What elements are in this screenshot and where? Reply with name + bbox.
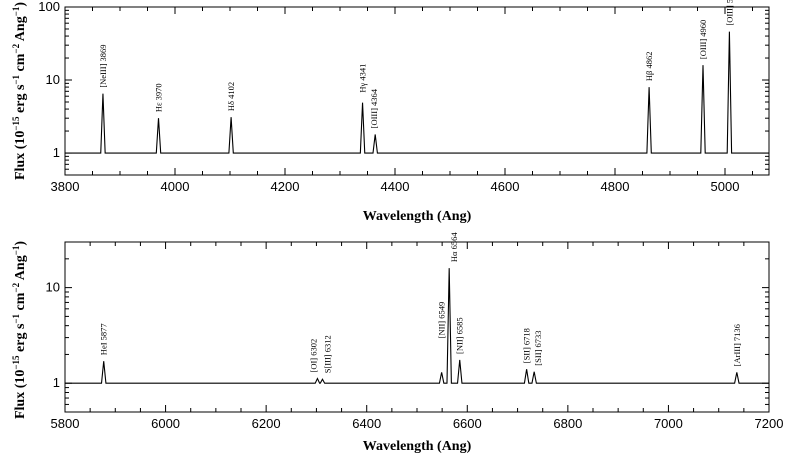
top-y-axis-title: Flux (10−15 erg s−1 cm−2 Ang−1) — [11, 2, 28, 180]
emission-line-label: [OI] 6302 — [308, 339, 318, 373]
emission-line-label: HeI 5877 — [99, 323, 109, 355]
emission-line-label: Hα 6564 — [449, 232, 459, 262]
bottom-axis-ticks: 5800 6000 6200 6400 6600 6800 7000 7200 1 10 — [46, 241, 784, 431]
x-tick-label: 4200 — [271, 179, 300, 194]
x-tick-label: 7000 — [654, 416, 683, 431]
top-spectrum-panel: 3800 4000 4200 4400 4600 4800 5000 1 10 100 [NeII… — [11, 0, 770, 224]
emission-line-label: [NeIII] 3869 — [98, 44, 108, 87]
bottom-spectrum — [65, 268, 769, 384]
emission-line-label: [SII] 6718 — [522, 328, 532, 363]
x-tick-label: 5800 — [51, 416, 80, 431]
emission-line-label: Hγ 4341 — [358, 64, 368, 93]
top-axis-ticks: 3800 4000 4200 4400 4600 4800 5000 1 10 100 — [38, 0, 769, 194]
bottom-line-labels: HeI 5877 [OI] 6302 S[III] 6312 [NII] 6549 Hα… — [99, 232, 742, 374]
x-tick-label: 6000 — [151, 416, 180, 431]
x-tick-label: 4000 — [161, 179, 190, 194]
spectrum-trace — [65, 268, 769, 384]
x-tick-label: 7200 — [755, 416, 784, 431]
y-tick-label: 1 — [53, 145, 60, 160]
y-tick-label: 10 — [46, 280, 60, 295]
y-tick-label: 10 — [46, 72, 60, 87]
spectrum-trace — [65, 31, 769, 154]
emission-line-label: Hβ 4862 — [644, 51, 654, 81]
x-tick-label: 6200 — [252, 416, 281, 431]
emission-line-label: [OIII] 5008 — [724, 0, 734, 26]
bottom-x-axis-title: Wavelength (Ang) — [363, 439, 472, 454]
emission-line-label: [NII] 6585 — [455, 317, 465, 354]
emission-line-label: [SII] 6733 — [533, 331, 543, 366]
emission-line-label: [OIII] 4364 — [369, 88, 379, 128]
bottom-y-axis-title: Flux (10−15 erg s−1 cm−2 Ang−1) — [11, 241, 28, 419]
y-tick-label: 1 — [53, 375, 60, 390]
emission-line-label: S[III] 6312 — [322, 335, 332, 373]
y-tick-label: 100 — [38, 0, 60, 14]
bottom-spectrum-panel: 5800 6000 6200 6400 6600 6800 7000 7200 1 10 HeI … — [11, 232, 783, 454]
x-tick-label: 4600 — [491, 179, 520, 194]
emission-line-label: Hδ 4102 — [226, 82, 236, 111]
emission-line-label: [NII] 6549 — [437, 302, 447, 339]
x-tick-label: 6400 — [352, 416, 381, 431]
emission-line-label: Hε 3970 — [154, 83, 164, 112]
x-tick-label: 6600 — [453, 416, 482, 431]
x-tick-label: 5000 — [711, 179, 740, 194]
top-spectrum — [65, 31, 769, 154]
emission-line-label: [OIII] 4960 — [698, 20, 708, 59]
x-tick-label: 3800 — [51, 179, 80, 194]
x-tick-label: 4400 — [381, 179, 410, 194]
top-x-axis-title: Wavelength (Ang) — [363, 209, 472, 224]
x-tick-label: 6800 — [553, 416, 582, 431]
top-plot-frame — [64, 6, 770, 176]
emission-line-label: [ArIII] 7136 — [732, 324, 742, 366]
x-tick-label: 4800 — [601, 179, 630, 194]
bottom-plot-frame — [64, 241, 770, 413]
